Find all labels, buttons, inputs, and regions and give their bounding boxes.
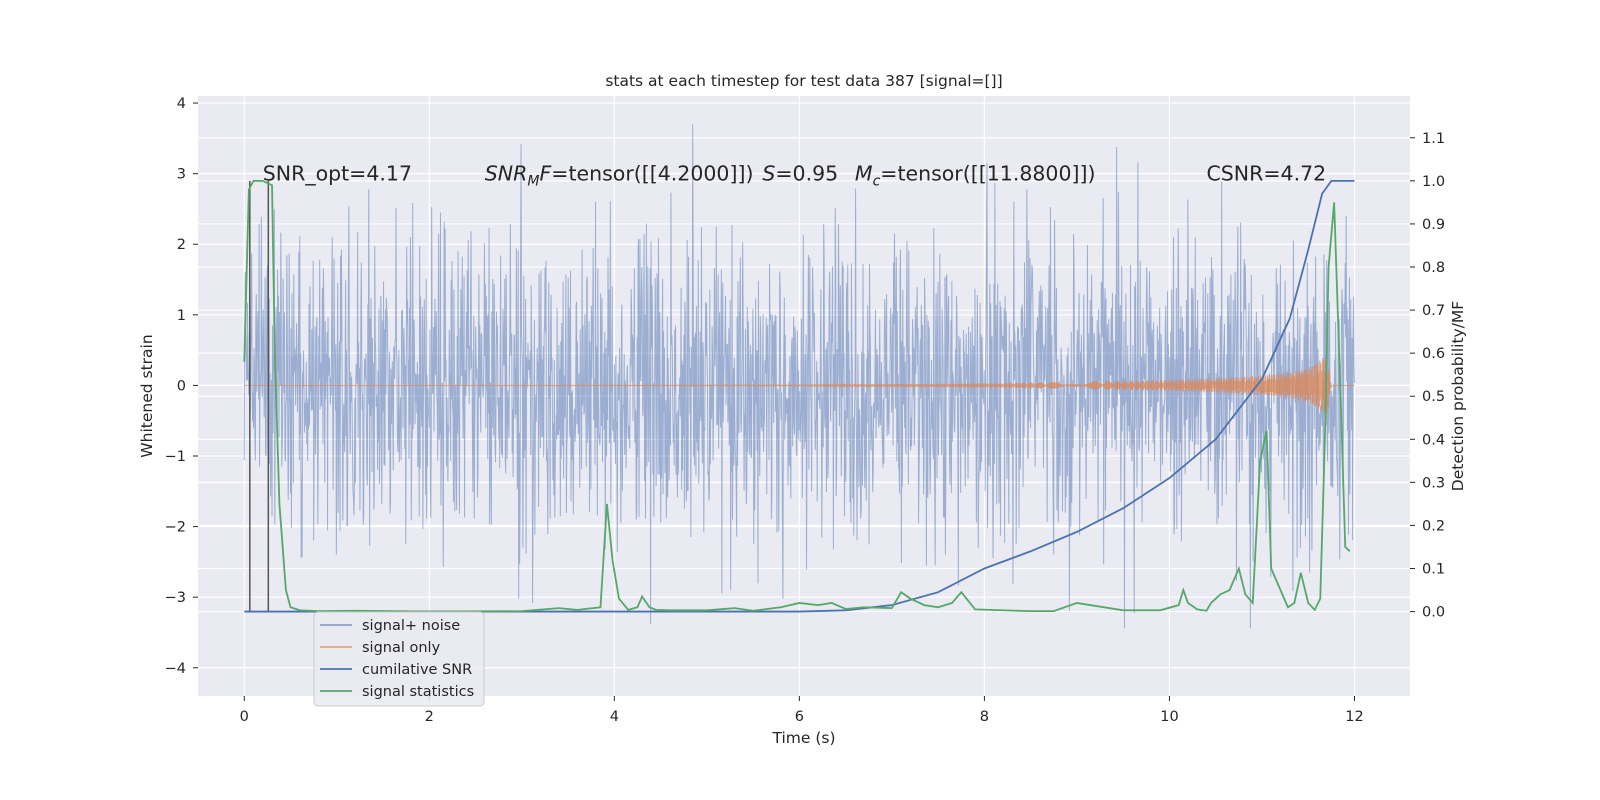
y-tick-label: −4 [165,661,186,677]
y2-tick-label: 0.6 [1422,346,1445,362]
marker-lines [249,180,270,612]
chart-title: stats at each timestep for test data 387… [605,72,1002,90]
legend-box [313,611,485,707]
y-tick-label: 0 [177,378,186,394]
annotation: Mc=tensor([[11.8800]]) [855,162,1096,190]
x-tick-label: 12 [1345,709,1363,725]
right-axis-series [243,179,1355,613]
x-tick-label: 10 [1160,709,1178,725]
axes: 0 2 4 6 8 10 12−4−3−2−1012340.00.10.20.30.40.5… [165,96,1445,725]
legend-label: cumilative SNR [362,662,472,678]
x-tick-label: 6 [795,709,804,725]
signal-only-line [244,355,1355,414]
y2-tick-label: 0.2 [1422,518,1445,534]
y-tick-label: −1 [165,449,186,465]
y2-tick-label: 0.7 [1422,303,1445,319]
y2-tick-label: 0.3 [1422,475,1445,491]
y-tick-label: 2 [177,237,186,253]
legend-label: signal+ noise [362,618,460,634]
x-tick-label: 8 [980,709,989,725]
annotation: SNRMF=tensor([[4.2000]]) [485,162,754,190]
annotation: S=0.95 [762,162,838,186]
x-tick-label: 0 [240,709,249,725]
signal-noise-series [243,124,1355,629]
annotations: SNR_opt=4.17 SNRMF=tensor([[4.2000]]) S=0.… [263,162,1326,190]
y-axis-label: Whitened strain [138,334,156,457]
y-tick-label: 3 [177,167,186,183]
y2-tick-label: 0.8 [1422,260,1445,276]
y2-axis-label: Detection probability/MF [1449,301,1467,492]
x-tick-label: 2 [425,709,434,725]
legend: signal+ noise signal only cumilative SNR si… [313,611,485,707]
signal-only-series [244,355,1355,414]
annotation: CSNR=4.72 [1206,162,1326,186]
y2-tick-label: 0.5 [1422,389,1445,405]
annotation: SNR_opt=4.17 [263,162,412,187]
x-tick-label: 4 [610,709,619,725]
y-tick-label: −3 [165,590,186,606]
signal-noise-line [243,124,1355,629]
y-tick-label: 4 [177,96,186,112]
y2-tick-label: 0.0 [1422,605,1445,621]
y2-tick-label: 1.1 [1422,131,1445,147]
y-tick-label: −2 [165,520,186,536]
legend-label: signal only [362,640,441,656]
y2-tick-label: 0.9 [1422,217,1445,233]
x-axis-label: Time (s) [771,729,835,747]
y-tick-label: 1 [177,308,186,324]
y2-tick-label: 0.4 [1422,432,1445,448]
legend-label: signal statistics [362,684,474,700]
y2-tick-label: 1.0 [1422,174,1445,190]
y2-tick-label: 0.1 [1422,562,1445,578]
signal-statistics-line [243,179,1351,613]
